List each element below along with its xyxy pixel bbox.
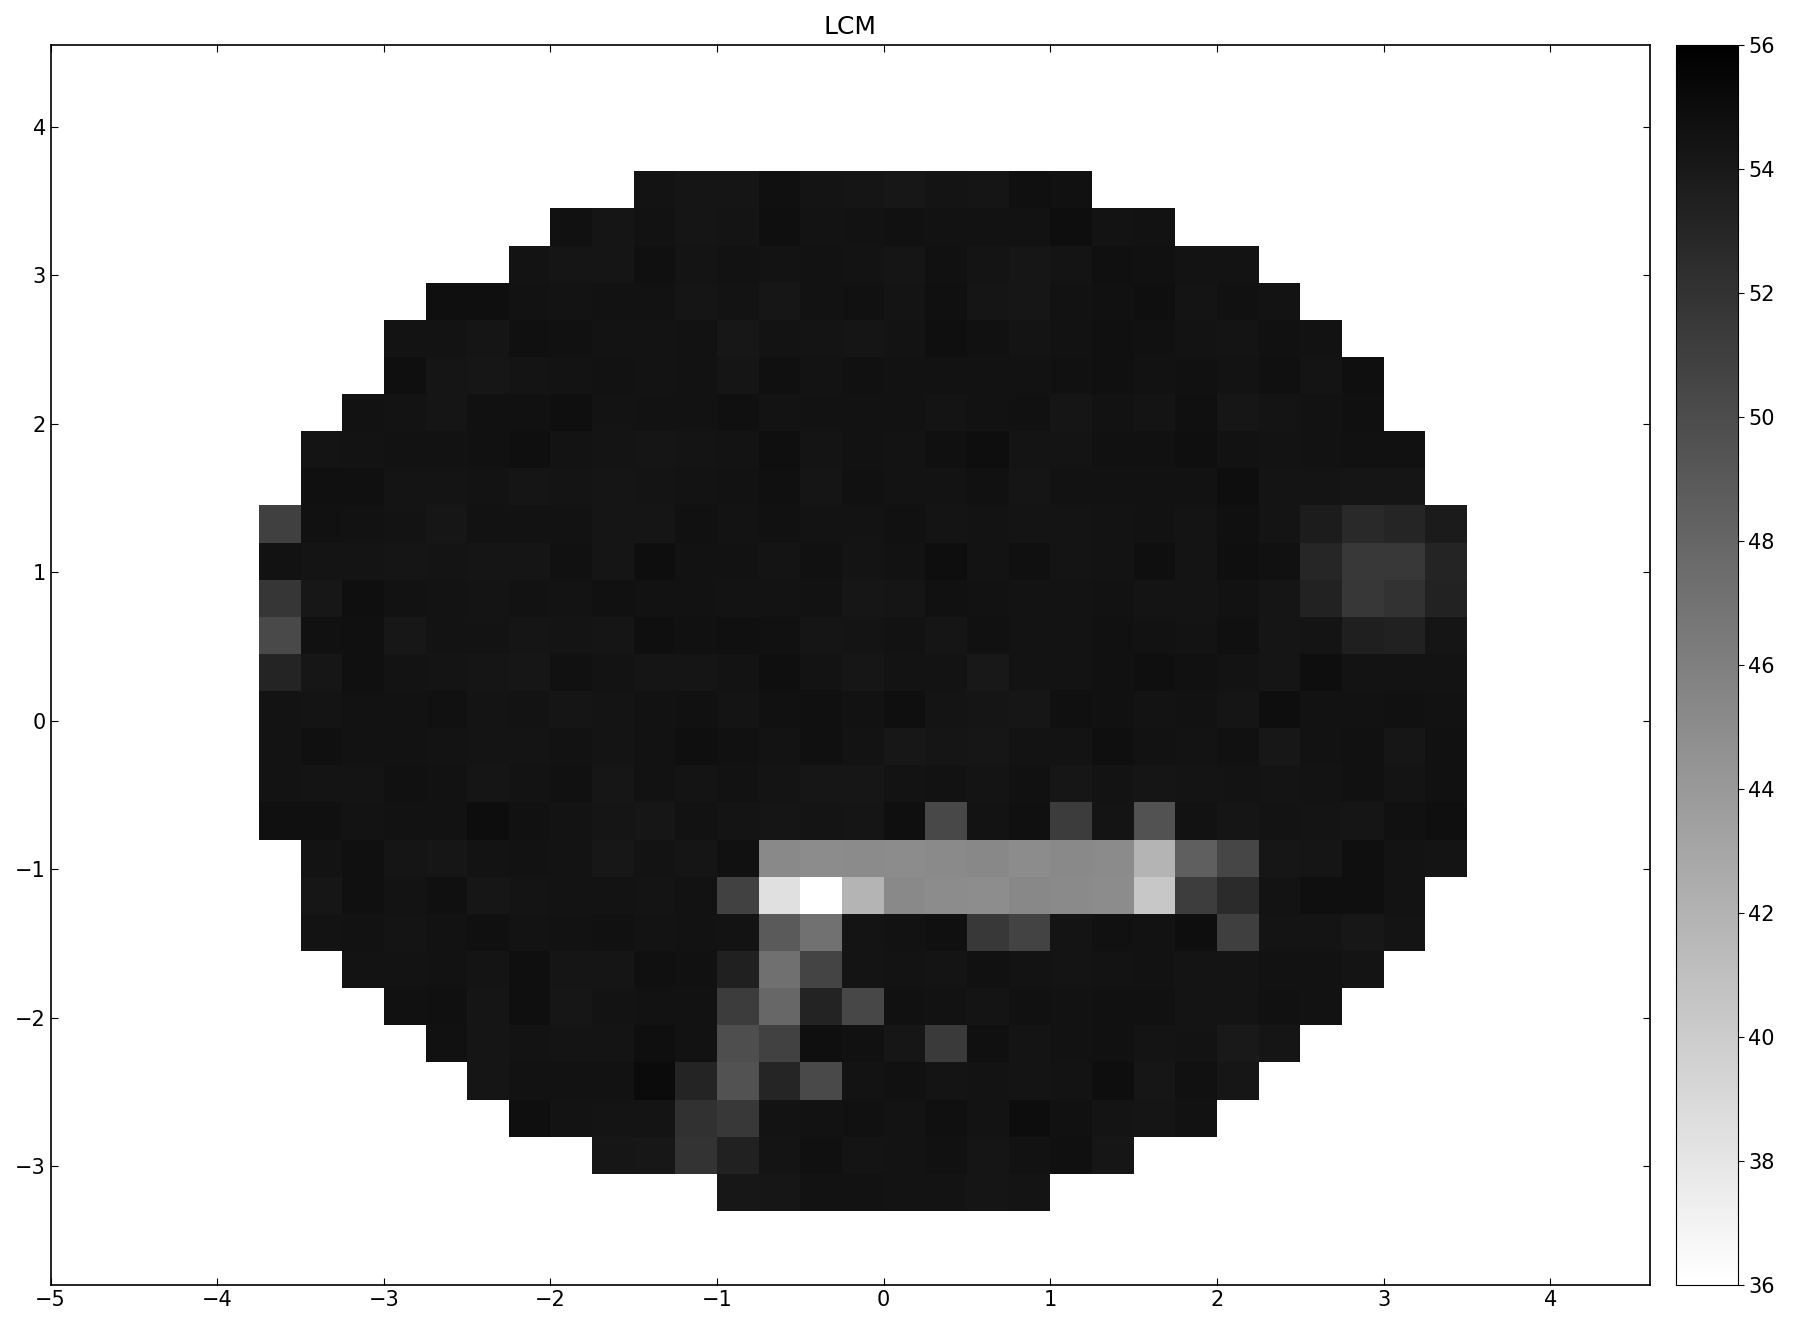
Title: LCM: LCM (823, 15, 877, 38)
